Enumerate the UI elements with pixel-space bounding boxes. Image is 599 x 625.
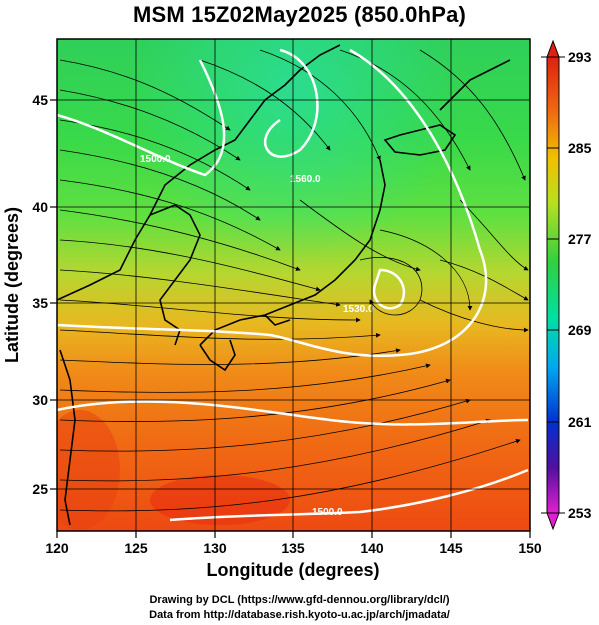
credit-dcl: Drawing by DCL (https://www.gfd-dennou.o… — [149, 594, 450, 606]
colorbar-label: 293 — [568, 49, 592, 65]
temperature-field — [57, 39, 530, 531]
colorbar-label: 285 — [568, 140, 592, 156]
colorbar-label: 269 — [568, 322, 592, 338]
contour-label: 1500.0 — [140, 154, 171, 165]
y-tick-label: 35 — [32, 295, 48, 311]
y-tick-label: 25 — [32, 481, 48, 497]
x-tick-label: 150 — [518, 540, 542, 556]
colorbar-label: 277 — [568, 231, 592, 247]
y-tick-label: 30 — [32, 392, 48, 408]
coastlines — [57, 44, 511, 526]
height-contours — [57, 48, 529, 522]
y-tick-label: 45 — [32, 92, 48, 108]
x-tick-label: 135 — [281, 540, 305, 556]
x-tick-label: 120 — [45, 540, 69, 556]
lat-lon-grid — [57, 39, 530, 531]
x-tick-label: 140 — [360, 540, 384, 556]
y-tick-label: 40 — [32, 199, 48, 215]
colorbar-label: 253 — [568, 505, 592, 521]
x-axis-label: Longitude (degrees) — [206, 560, 379, 580]
contour-label: 1500.0 — [312, 507, 343, 518]
colorbar — [541, 39, 565, 531]
colorbar-label: 261 — [568, 414, 592, 430]
x-tick-label: 145 — [439, 540, 463, 556]
wind-streamlines — [59, 49, 529, 512]
x-tick-label: 125 — [124, 540, 148, 556]
contour-label: 1560.0 — [290, 174, 321, 185]
x-tick-label: 130 — [203, 540, 227, 556]
plot-title: MSM 15Z02May2025 (850.0hPa) — [132, 2, 467, 27]
credit-data-source: Data from http://database.rish.kyoto-u.a… — [149, 609, 450, 621]
contour-label: 1530.0 — [343, 304, 374, 315]
y-axis-label: Latitude (degrees) — [2, 207, 22, 363]
